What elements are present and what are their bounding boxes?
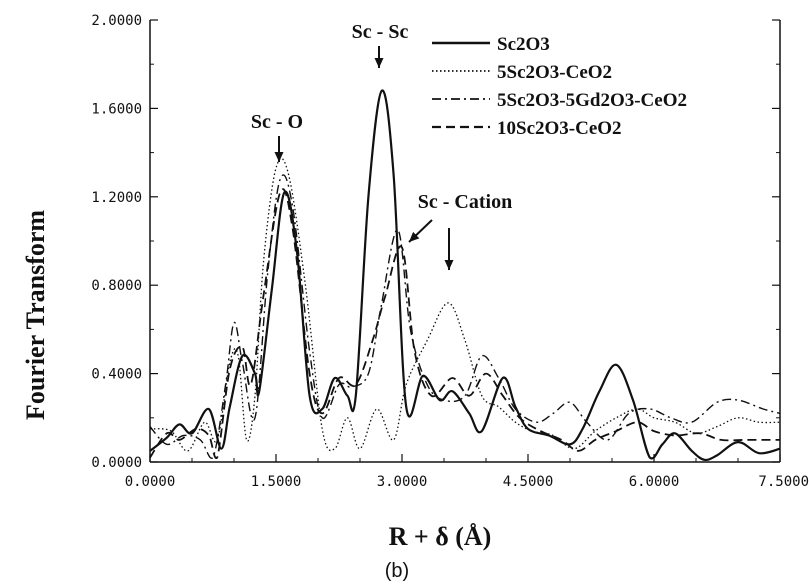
y-tick-label: 1.6000 [91,101,142,117]
legend-label: Sc2O3 [497,34,550,55]
x-axis-title: R + δ (Å) [389,522,492,551]
y-tick-label: 0.0000 [91,455,142,471]
series-line-0 [149,89,781,462]
annotation-label: Sc - O [251,111,303,133]
annotations-layer: Sc - Sc Sc - O Sc - Cation [251,21,512,270]
x-tick-label: 7.5000 [758,474,809,490]
y-tick-label: 1.2000 [91,190,142,206]
annotation-arrowhead [274,152,284,162]
axes-layer: 0.0000 0.4000 0.8000 1.2000 1.6000 2.0000 0.00… [91,13,809,490]
y-tick-label: 0.4000 [91,367,142,383]
x-tick-label: 0.0000 [125,474,176,490]
series-line-2 [149,174,781,459]
x-tick-label: 3.0000 [377,474,428,490]
legend-label: 10Sc2O3-CeO2 [497,118,622,139]
x-tick-label: 1.5000 [251,474,302,490]
series-layer [149,89,781,462]
y-tick-label: 2.0000 [91,13,142,29]
x-tick-label: 6.0000 [629,474,680,490]
y-tick-label: 0.8000 [91,278,142,294]
annotation-arrowhead [444,260,454,270]
x-tick-label: 4.5000 [503,474,554,490]
annotation-arrowhead [409,231,420,242]
annotation-label: Sc - Sc [352,21,409,43]
annotation-label: Sc - Cation [418,191,512,213]
y-axis-title: Fourier Transform [21,210,50,420]
legend-label: 5Sc2O3-CeO2 [497,62,612,83]
panel-label: (b) [385,560,409,582]
legend-label: 5Sc2O3-5Gd2O3-CeO2 [497,90,687,111]
annotation-arrowhead [374,58,384,68]
series-line-1 [149,157,781,452]
legend-layer: Sc2O3 5Sc2O3-CeO2 5Sc2O3-5Gd2O3-CeO2 10Sc2O… [432,34,687,139]
series-line-3 [149,188,780,460]
